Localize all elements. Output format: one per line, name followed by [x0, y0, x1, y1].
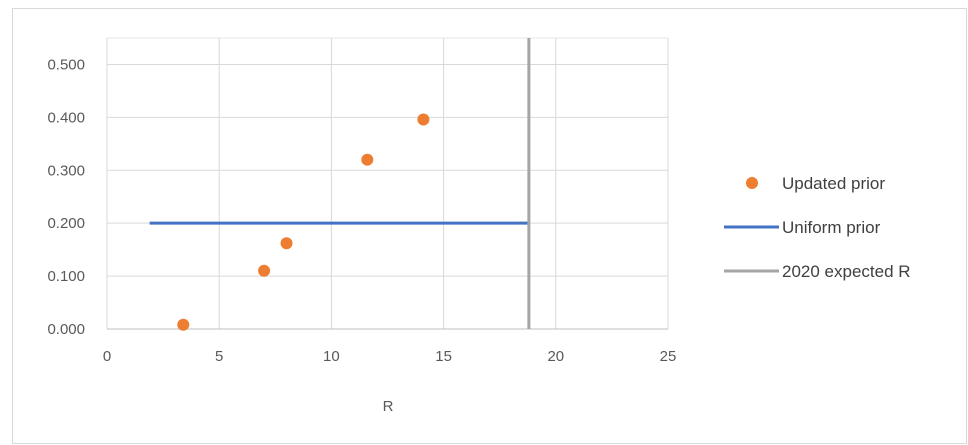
- tick-labels: 0.000 0.100 0.200 0.300 0.400 0.500 0 5 10 15 20 25: [47, 56, 676, 365]
- y-tick-label: 0.300: [47, 162, 85, 179]
- x-tick-label: 15: [435, 348, 452, 365]
- y-tick-label: 0.000: [47, 321, 85, 338]
- y-tick-label: 0.100: [47, 268, 85, 285]
- grid-lines: [106, 37, 669, 330]
- legend-marker: [746, 177, 758, 189]
- legend-label: Uniform prior: [782, 218, 881, 237]
- y-tick-label: 0.200: [47, 215, 85, 232]
- x-tick-label: 20: [547, 348, 564, 365]
- data-point: [258, 264, 271, 277]
- x-tick-label: 25: [660, 348, 677, 365]
- y-tick-label: 0.400: [47, 109, 85, 126]
- legend-label: Updated prior: [782, 174, 885, 193]
- data-point: [417, 113, 430, 126]
- data-point: [177, 318, 190, 331]
- y-tick-label: 0.500: [47, 56, 85, 73]
- chart-frame: [12, 8, 967, 444]
- legend: Updated prior Uniform prior 2020 expected …: [724, 174, 911, 281]
- data-point: [280, 237, 293, 250]
- data-point: [361, 153, 374, 166]
- x-tick-label: 5: [215, 348, 223, 365]
- x-tick-label: 10: [323, 348, 340, 365]
- series-layer: [149, 38, 531, 331]
- x-tick-label: 0: [103, 348, 111, 365]
- legend-label: 2020 expected R: [782, 262, 911, 281]
- x-axis-title: R: [383, 398, 394, 415]
